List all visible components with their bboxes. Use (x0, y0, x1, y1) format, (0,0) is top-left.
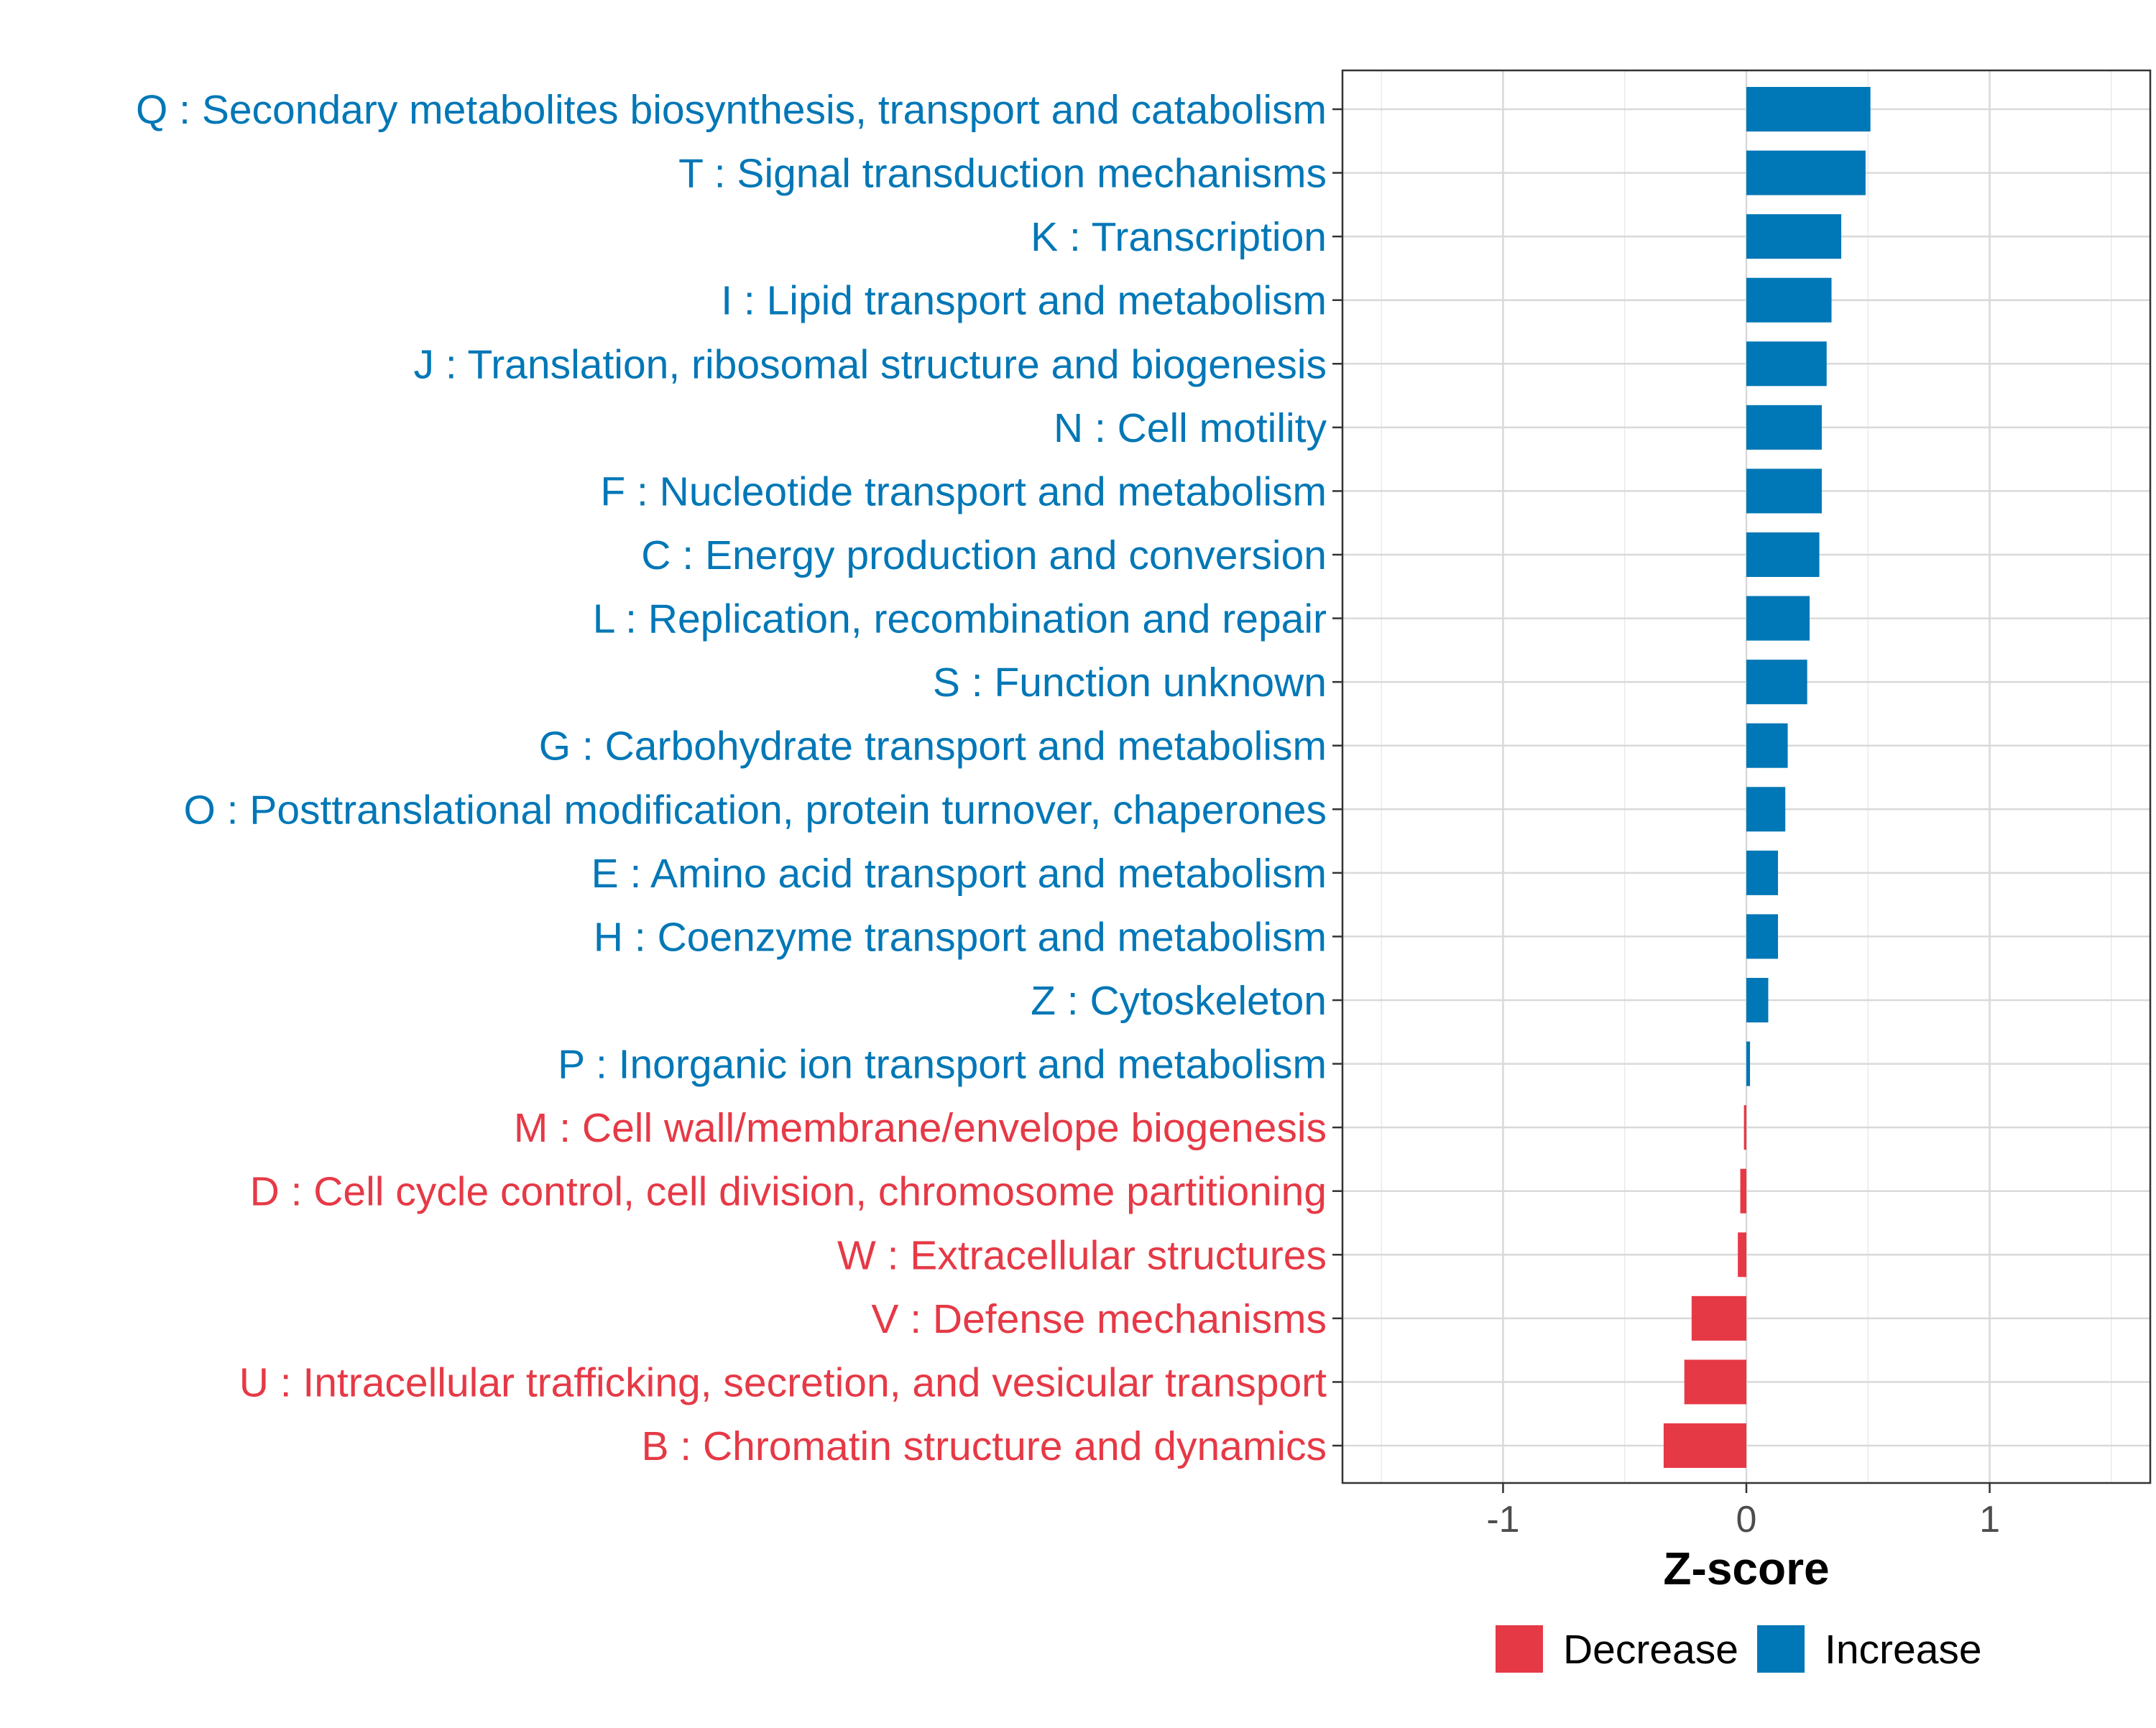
legend-key-decrease (1496, 1625, 1543, 1673)
category-label: B : Chromatin structure and dynamics (641, 1423, 1327, 1469)
category-label: U : Intracellular trafficking, secretion… (239, 1359, 1327, 1405)
bar-n (1746, 405, 1822, 450)
bar-o (1746, 787, 1786, 832)
x-tick-label: -1 (1486, 1499, 1519, 1540)
bar-d (1740, 1168, 1746, 1214)
x-axis-title: Z-score (1663, 1543, 1829, 1594)
legend-label-decrease: Decrease (1563, 1627, 1738, 1673)
bar-p (1746, 1041, 1751, 1086)
y-ticks (1332, 108, 1342, 1447)
bar-g (1746, 723, 1788, 768)
bar-m (1743, 1105, 1746, 1150)
bar-u (1684, 1359, 1746, 1405)
category-label: K : Transcription (1031, 214, 1327, 260)
category-label: G : Carbohydrate transport and metabolis… (539, 724, 1327, 770)
bar-j (1746, 341, 1827, 387)
category-label: M : Cell wall/membrane/envelope biogenes… (514, 1105, 1327, 1151)
bar-c (1746, 532, 1820, 577)
bar-l (1746, 596, 1810, 641)
bars (1663, 87, 1871, 1468)
category-label: N : Cell motility (1054, 405, 1327, 451)
x-ticks (1502, 1483, 1991, 1493)
category-label: Q : Secondary metabolites biosynthesis, … (136, 87, 1327, 133)
bar-t (1746, 150, 1866, 195)
bar-i (1746, 277, 1832, 323)
category-label: I : Lipid transport and metabolism (721, 278, 1327, 324)
bar-k (1746, 214, 1842, 259)
category-label: H : Coenzyme transport and metabolism (594, 914, 1327, 960)
bar-q (1746, 87, 1871, 131)
category-label: T : Signal transduction mechanisms (678, 151, 1327, 197)
legend-label-increase: Increase (1825, 1627, 1982, 1673)
legend-key-increase (1757, 1625, 1805, 1673)
category-label: Z : Cytoskeleton (1031, 978, 1327, 1024)
category-label: J : Translation, ribosomal structure and… (414, 341, 1327, 387)
bar-h (1746, 914, 1779, 959)
category-label: O : Posttranslational modification, prot… (183, 787, 1327, 833)
bar-b (1663, 1423, 1746, 1468)
bar-w (1738, 1232, 1746, 1277)
category-label: V : Defense mechanisms (871, 1296, 1327, 1342)
category-label: W : Extracellular structures (837, 1232, 1327, 1278)
bar-e (1746, 850, 1779, 895)
x-tick-label: 0 (1736, 1499, 1757, 1540)
x-tick-labels: -1 0 1 (1486, 1499, 2000, 1540)
category-labels: Q : Secondary metabolites biosynthesis, … (136, 87, 1327, 1469)
category-label: S : Function unknown (933, 660, 1327, 706)
category-label: P : Inorganic ion transport and metaboli… (558, 1042, 1327, 1088)
legend: Decrease Increase (1496, 1625, 1982, 1673)
category-label: E : Amino acid transport and metabolism (591, 851, 1327, 897)
x-tick-label: 1 (1979, 1499, 2000, 1540)
category-label: C : Energy production and conversion (641, 532, 1327, 578)
bar-s (1746, 660, 1807, 705)
category-label: L : Replication, recombination and repai… (593, 596, 1327, 642)
bar-v (1691, 1295, 1746, 1341)
bar-z (1746, 978, 1769, 1022)
category-label: F : Nucleotide transport and metabolism (600, 468, 1327, 514)
bar-f (1746, 468, 1822, 514)
category-label: D : Cell cycle control, cell division, c… (250, 1169, 1327, 1215)
